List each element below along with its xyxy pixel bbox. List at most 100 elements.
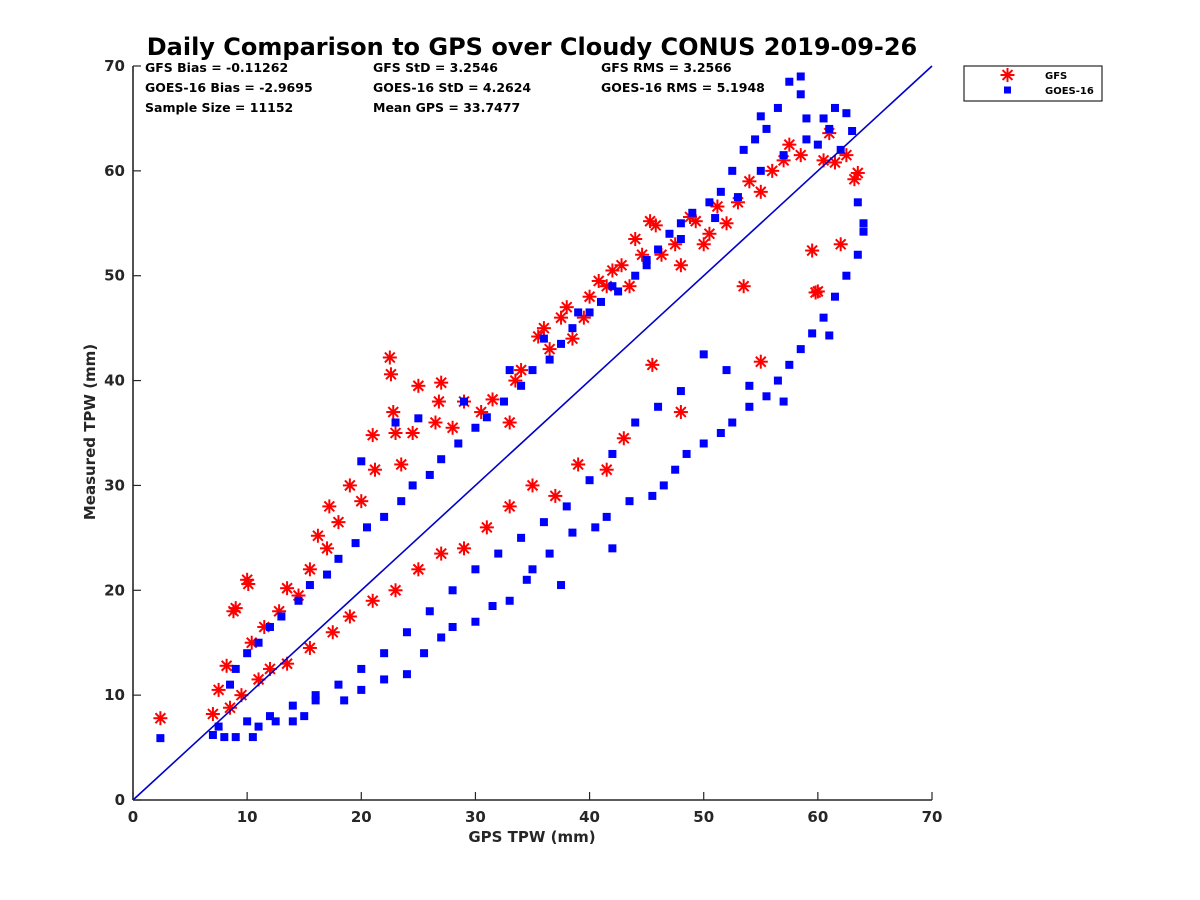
x-tick-label: 70 — [922, 808, 943, 826]
goes16-point — [802, 114, 811, 123]
goes16-point — [762, 124, 771, 133]
goes16-point — [471, 565, 480, 574]
goes16-point — [779, 151, 788, 160]
goes16-point — [265, 622, 274, 631]
goes16-point — [682, 449, 691, 458]
gfs-point — [383, 367, 398, 382]
goes16-point — [585, 476, 594, 485]
goes16-point — [265, 712, 274, 721]
gfs-point — [485, 392, 500, 407]
y-tick-label: 50 — [104, 267, 125, 285]
goes16-point — [528, 565, 537, 574]
gfs-point — [310, 528, 325, 543]
goes16-point — [585, 308, 594, 317]
gfs-point — [833, 237, 848, 252]
gfs-point — [696, 237, 711, 252]
x-axis-label: GPS TPW (mm) — [468, 828, 595, 846]
y-axis-label: Measured TPW (mm) — [81, 344, 99, 520]
gfs-point — [582, 289, 597, 304]
goes16-point — [271, 717, 280, 726]
gfs-point — [554, 310, 569, 325]
gfs-point — [765, 163, 780, 178]
gfs-point — [342, 478, 357, 493]
goes16-point — [608, 544, 617, 553]
goes16-point — [654, 402, 663, 411]
gfs-point — [367, 462, 382, 477]
y-tick-label: 20 — [104, 581, 125, 599]
goes16-point — [522, 575, 531, 584]
goes16-point — [323, 570, 332, 579]
goes16-point — [819, 313, 828, 322]
goes16-point — [614, 287, 623, 296]
goes16-point — [471, 423, 480, 432]
stat-gfs-rms: GFS RMS = 3.2566 — [601, 60, 732, 75]
gfs-point — [382, 350, 397, 365]
gfs-point — [559, 300, 574, 315]
goes16-point — [671, 465, 680, 474]
x-tick-label: 10 — [237, 808, 258, 826]
goes16-point — [300, 712, 309, 721]
gfs-point — [211, 682, 226, 697]
goes16-point — [733, 193, 742, 202]
goes16-point — [602, 512, 611, 521]
goes16-point — [853, 198, 862, 207]
goes16-point — [785, 77, 794, 86]
gfs-point — [331, 515, 346, 530]
goes16-point — [499, 397, 508, 406]
goes16-point — [545, 355, 554, 364]
goes16-point — [676, 387, 685, 396]
gfs-point — [793, 148, 808, 163]
gfs-point — [434, 375, 449, 390]
gfs-point — [434, 546, 449, 561]
goes16-point — [745, 381, 754, 390]
goes16-point — [334, 554, 343, 563]
goes16-point — [808, 329, 817, 338]
goes16-point — [716, 187, 725, 196]
gfs-point — [405, 426, 420, 440]
gfs-point — [702, 226, 717, 241]
gfs-point — [280, 581, 295, 596]
goes16-point — [539, 334, 548, 343]
x-tick-label: 50 — [693, 808, 714, 826]
goes16-point — [288, 717, 297, 726]
goes16-point — [557, 581, 566, 590]
stat-goes16-std: GOES-16 StD = 4.2624 — [373, 80, 531, 95]
goes16-point — [825, 124, 834, 133]
goes16-point — [362, 523, 371, 532]
gfs-point — [736, 279, 751, 294]
goes16-point — [659, 481, 668, 490]
x-tick-label: 60 — [807, 808, 828, 826]
goes16-point — [254, 722, 263, 731]
goes16-point — [220, 733, 229, 742]
goes16-point — [454, 439, 463, 448]
goes16-point — [830, 103, 839, 112]
gfs-point — [827, 155, 842, 170]
goes16-point — [517, 381, 526, 390]
gfs-point — [805, 243, 820, 258]
goes16-point — [830, 292, 839, 301]
gfs-point — [599, 462, 614, 477]
goes16-point — [562, 502, 571, 511]
goes16-point — [705, 198, 714, 207]
gfs-point — [322, 499, 337, 514]
goes16-point — [231, 733, 240, 742]
goes16-point — [471, 617, 480, 626]
gfs-point — [645, 357, 660, 372]
goes16-point — [796, 345, 805, 354]
goes16-point — [305, 581, 314, 590]
goes16-point — [460, 397, 469, 406]
gfs-point — [320, 541, 335, 556]
y-tick-label: 70 — [104, 57, 125, 75]
goes16-point — [357, 685, 366, 694]
gfs-point — [635, 247, 650, 262]
legend-gfs-asterisk — [1000, 68, 1015, 82]
goes16-point — [243, 649, 252, 658]
goes16-point — [539, 518, 548, 527]
y-tick-label: 0 — [115, 791, 125, 809]
goes16-point — [545, 549, 554, 558]
gfs-point — [616, 431, 631, 446]
goes16-point — [208, 730, 217, 739]
goes16-point — [608, 282, 617, 291]
goes16-point — [842, 271, 851, 280]
goes16-point — [156, 734, 165, 743]
